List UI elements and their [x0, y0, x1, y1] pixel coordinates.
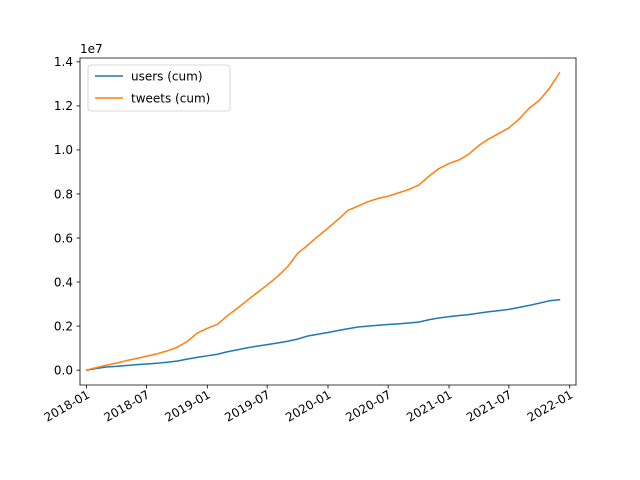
legend-label-0: users (cum)	[131, 69, 203, 83]
y-tick-label: 0.6	[54, 231, 73, 245]
legend-label-1: tweets (cum)	[131, 91, 210, 105]
series-line-0	[85, 298, 561, 372]
y-tick-label: 0.0	[54, 363, 73, 377]
series-line-1	[85, 71, 561, 372]
y-tick-label: 1.2	[54, 99, 73, 113]
y-tick-label: 1.4	[54, 55, 73, 69]
axes-background	[80, 58, 576, 385]
y-tick-label: 1.0	[54, 143, 73, 157]
y-tick-label: 0.2	[54, 319, 73, 333]
y-tick-label: 0.8	[54, 187, 73, 201]
y-axis-offset-label: 1e7	[80, 42, 103, 56]
series-layer	[85, 71, 561, 372]
y-tick-label: 0.4	[54, 275, 73, 289]
plot-area	[80, 58, 576, 385]
legend: users (cum) tweets (cum)	[87, 64, 231, 112]
legend-box	[87, 64, 231, 112]
